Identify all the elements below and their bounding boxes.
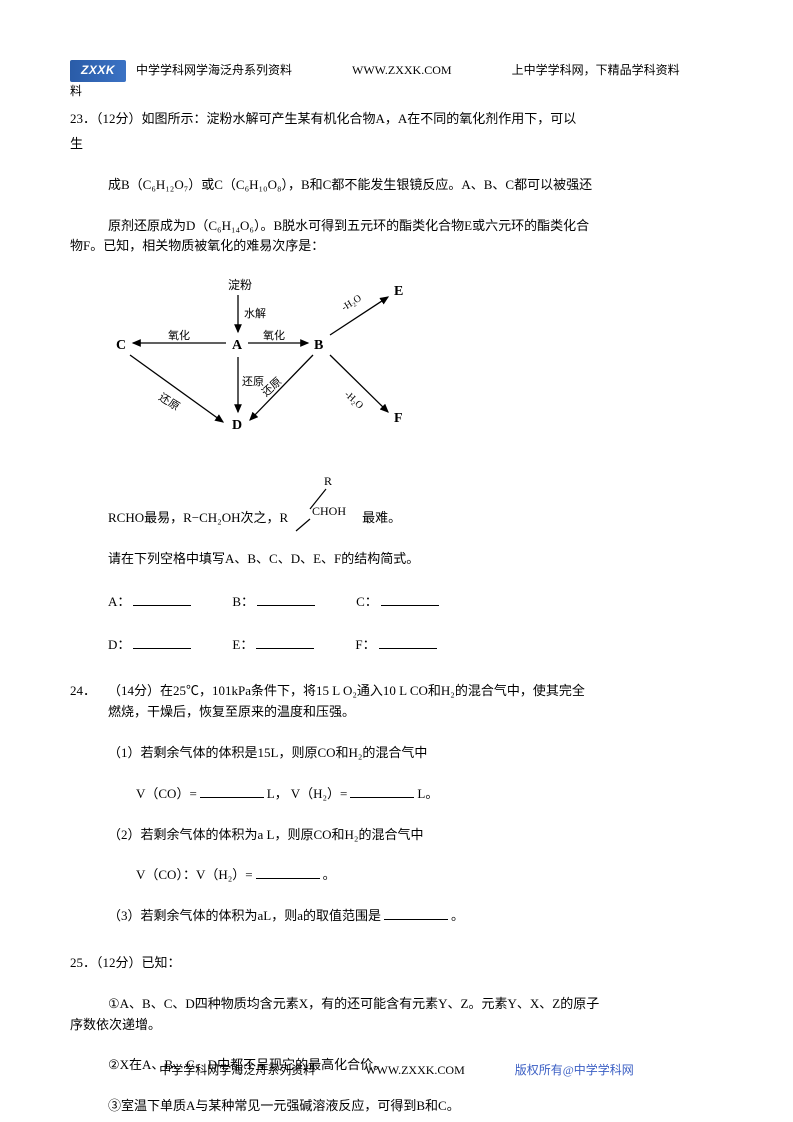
q23-line3: 原剂还原成为D（C₆H₁₄O₆）。B脱水可得到五元环的酯类化合物E或六元环的酯类…	[70, 216, 723, 237]
label-E: E：	[232, 635, 253, 656]
q23-instruct: 请在下列空格中填写A、B、C、D、E、F的结构简式。	[70, 549, 723, 570]
label-B: B：	[232, 592, 254, 613]
q24-p1: （1）若剩余气体的体积是15L，则原CO和H₂的混合气中	[70, 743, 723, 764]
q24-p2: （2）若剩余气体的体积为a L，则原CO和H₂的混合气中	[70, 825, 723, 846]
q24-p1-eq: V（CO）=L， V（H₂）=L。	[70, 784, 723, 805]
q25-p1b: 序数依次递增。	[70, 1015, 723, 1036]
answer-row-1: A： B： C：	[70, 592, 723, 613]
svg-text:水解: 水解	[244, 306, 266, 320]
svg-text:-H₂O: -H₂O	[342, 389, 365, 411]
q25-p3: ③室温下单质A与某种常见一元强碱溶液反应，可得到B和C。	[70, 1096, 723, 1117]
rcho-text-a: RCHO最易，R−CH₂OH次之，R	[108, 508, 288, 529]
q23-line2: 成B（C₆H₁₂O₇）或C（C₆H₁₀O₈），B和C都不能发生银镜反应。A、B、…	[70, 175, 723, 196]
header-right: 上中学学科网，下精品学科资料	[512, 61, 680, 80]
footer-left: 中学学科网学海泛舟系列资料	[159, 1061, 315, 1080]
svg-text:氧化: 氧化	[168, 328, 190, 342]
q24-number: 24．	[70, 683, 96, 698]
q23-line1: 23．（12分）如图所示：淀粉水解可产生某有机化合物A，A在不同的氧化剂作用下，…	[70, 109, 723, 130]
q25-points: （12分）	[96, 955, 142, 970]
logo: ZXXK	[70, 60, 126, 82]
q23-line1b: 生	[70, 134, 723, 155]
svg-text:还原: 还原	[156, 391, 182, 414]
node-B: B	[314, 338, 323, 353]
question-24: 24． （14分）在25℃，101kPa条件下，将15 L O₂通入10 L C…	[70, 681, 723, 927]
q25-number: 25．	[70, 955, 96, 970]
blank-ratio[interactable]	[256, 865, 320, 879]
node-E: E	[394, 284, 403, 299]
header-left: 中学学科网学海泛舟系列资料	[136, 61, 292, 80]
question-25: 25．（12分）已知： ①A、B、C、D四种物质均含元素X，有的还可能含有元素Y…	[70, 953, 723, 1117]
node-F: F	[394, 411, 403, 426]
q23-line3b: 物F。已知，相关物质被氧化的难易次序是：	[70, 236, 723, 257]
rcho-text-b: 最难。	[362, 508, 401, 529]
blank-vco[interactable]	[200, 784, 264, 798]
label-C: C：	[356, 592, 378, 613]
blank-range[interactable]	[384, 906, 448, 920]
page-footer: 中学学科网学海泛舟系列资料 WWW.ZXXK.COM 版权所有@中学学科网	[0, 1061, 793, 1080]
footer-center: WWW.ZXXK.COM	[365, 1061, 465, 1080]
svg-text:还原: 还原	[242, 375, 264, 388]
q23-points: （12分）	[96, 111, 142, 126]
q24-p2-eq: V（CO）：V（H₂）=。	[70, 865, 723, 886]
answer-row-2: D： E： F：	[70, 635, 723, 656]
node-C: C	[116, 338, 126, 353]
svg-text:R: R	[324, 474, 332, 488]
svg-text:CHOH: CHOH	[312, 504, 346, 518]
page-header: ZXXK 中学学科网学海泛舟系列资料 WWW.ZXXK.COM 上中学学科网，下…	[70, 60, 723, 82]
svg-text:氧化: 氧化	[263, 328, 285, 342]
header-center: WWW.ZXXK.COM	[352, 61, 452, 80]
blank-F[interactable]	[379, 635, 437, 649]
blank-D[interactable]	[133, 635, 191, 649]
question-23: 23．（12分）如图所示：淀粉水解可产生某有机化合物A，A在不同的氧化剂作用下，…	[70, 109, 723, 655]
label-D: D：	[108, 635, 130, 656]
header-text: 中学学科网学海泛舟系列资料 WWW.ZXXK.COM 上中学学科网，下精品学科资…	[136, 61, 723, 80]
structure-diagram: R CHOH R	[290, 473, 360, 533]
node-D: D	[232, 418, 242, 433]
blank-B[interactable]	[257, 592, 315, 606]
q24-points: （14分）	[108, 683, 160, 698]
node-A: A	[232, 338, 243, 353]
blank-E[interactable]	[256, 635, 314, 649]
rcho-row: RCHO最易，R−CH₂OH次之，R R CHOH R 最难。	[70, 473, 723, 529]
label-F: F：	[355, 635, 375, 656]
q23-number: 23．	[70, 111, 96, 126]
blank-vh2[interactable]	[350, 784, 414, 798]
svg-text:-H₂O: -H₂O	[340, 293, 364, 314]
header-tail: 料	[70, 82, 723, 101]
node-starch: 淀粉	[228, 278, 252, 292]
blank-A[interactable]	[133, 592, 191, 606]
q25-p1: ①A、B、C、D四种物质均含元素X，有的还可能含有元素Y、Z。元素Y、X、Z的原…	[70, 994, 723, 1015]
reaction-diagram: 淀粉 水解 A 氧化 C 氧化 B 还原 D 还原 还原 -H₂O E	[108, 277, 408, 459]
q24-p3: （3）若剩余气体的体积为aL，则a的取值范围是。	[70, 906, 723, 927]
blank-C[interactable]	[381, 592, 439, 606]
label-A: A：	[108, 592, 130, 613]
footer-right: 版权所有@中学学科网	[515, 1061, 634, 1080]
